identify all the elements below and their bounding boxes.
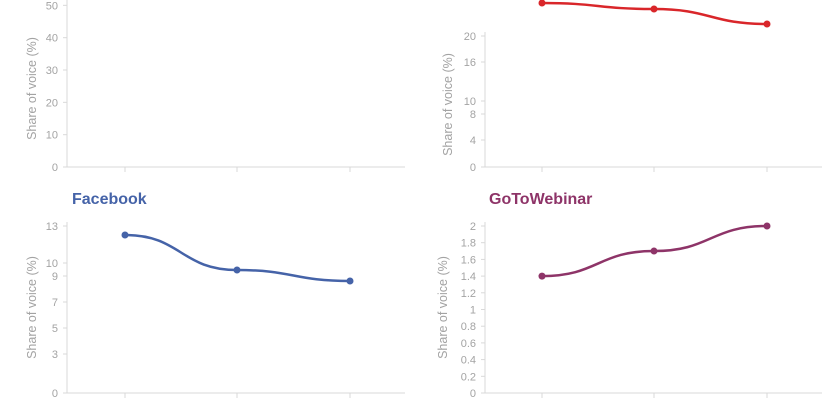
data-point [763, 20, 771, 28]
y-tick-label: 1.4 [461, 271, 476, 283]
data-point [650, 5, 658, 13]
y-tick-label: 0.6 [461, 338, 476, 350]
data-point [346, 277, 354, 285]
y-tick-label: 10 [46, 130, 58, 142]
chart-panel-2: 0 4 810 16 20 Share of voice (%) [441, 0, 822, 174]
y-tick-label: 0 [52, 162, 58, 174]
y-tick-label: 16 [464, 57, 476, 69]
data-point [650, 247, 658, 255]
y-tick-label: 1 [470, 305, 476, 317]
series-line [124, 233, 351, 283]
panel-title: Facebook [72, 191, 147, 208]
data-point [538, 272, 546, 280]
y-tick-label: 1.2 [461, 288, 476, 300]
chart-panel-1: 0102030405060Share of voice (%) [25, 0, 405, 174]
y-tick-label: 10 [46, 258, 58, 270]
y-tick-label: 0 [470, 162, 476, 174]
y-tick-label: 9 [52, 271, 58, 283]
y-tick-label: 0.4 [461, 355, 476, 367]
y-axis-title: Share of voice (%) [436, 256, 450, 359]
y-tick-label: 30 [46, 65, 58, 77]
y-tick-label: 1.6 [461, 254, 476, 266]
y-tick-label: 0 [52, 388, 58, 400]
y-axis-title: Share of voice (%) [25, 256, 39, 359]
y-tick-label: 2 [470, 221, 476, 233]
y-tick-label: 3 [52, 349, 58, 361]
y-tick-label: 0 [470, 388, 476, 400]
chart-panel-3: 0 3 5 7 910 13 Share of voice (%) Facebook [25, 191, 405, 400]
y-axis-title: Share of voice (%) [441, 53, 455, 156]
y-tick-label: 0.2 [461, 371, 476, 383]
y-tick-label: 40 [46, 33, 58, 45]
y-tick-label: 13 [46, 221, 58, 233]
panel-title: GoToWebinar [489, 191, 592, 208]
y-tick-label: 20 [464, 31, 476, 43]
data-point [233, 266, 241, 274]
y-tick-label: 0.8 [461, 321, 476, 333]
y-tick-label: 50 [46, 0, 58, 12]
chart-panel-4: 0 0.2 0.4 0.6 0.8 1 1.2 1.4 1.6 1.8 2 Share of voic… [436, 191, 822, 400]
y-tick-label: 8 [470, 109, 476, 121]
data-point [121, 231, 129, 239]
data-point [538, 0, 546, 7]
y-axis-title: Share of voice (%) [25, 37, 39, 140]
y-tick-label: 20 [46, 97, 58, 109]
y-tick-label: 5 [52, 323, 58, 335]
y-tick-label: 1.8 [461, 238, 476, 250]
y-tick-label: 10 [464, 96, 476, 108]
data-point [763, 222, 771, 230]
y-tick-label: 7 [52, 297, 58, 309]
y-tick-label: 4 [470, 135, 476, 147]
